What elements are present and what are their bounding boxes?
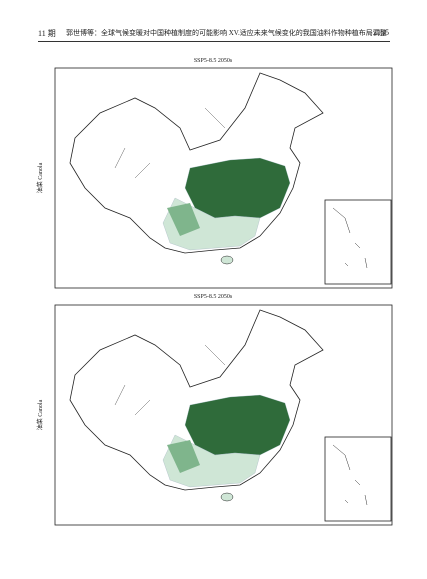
panel-title: SSP5-8.5 2050s: [194, 58, 233, 64]
panel-title: SSP5-8.5 2050s: [194, 294, 233, 300]
map: [69, 309, 392, 522]
side-label: 油菜 Canola: [36, 399, 44, 430]
running-title: 郭世博等：全球气候变暖对中国种植制度的可能影响 XV.适应未来气候变化的我国油料…: [66, 29, 387, 37]
panel-frame: [54, 67, 393, 289]
panel-frame: [54, 304, 393, 526]
page-number: 2135: [373, 28, 389, 37]
map: [69, 72, 392, 285]
side-label: 油菜 Canola: [36, 162, 44, 193]
header-rule: [38, 41, 390, 42]
issue: 11 期: [38, 29, 56, 38]
